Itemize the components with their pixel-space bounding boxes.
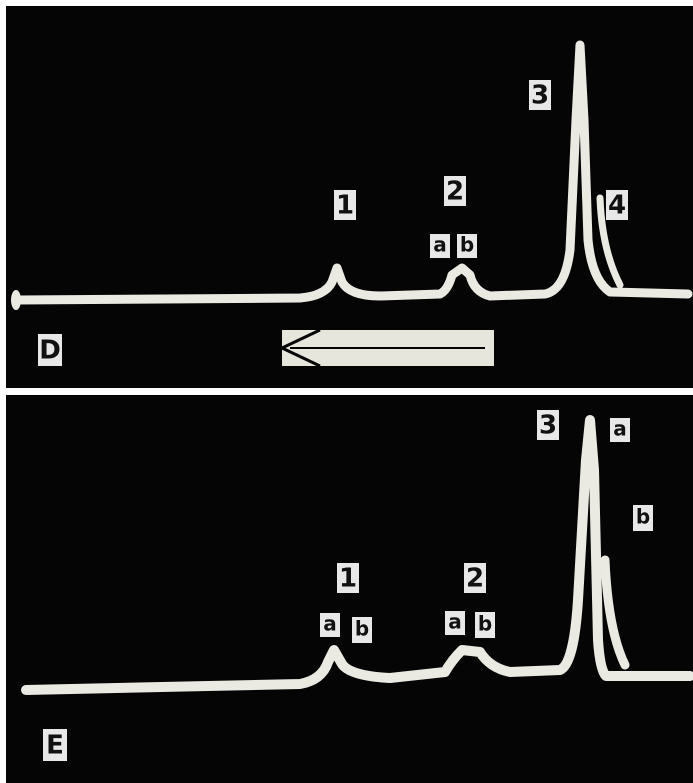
label-box — [606, 190, 628, 220]
peak-label: a — [613, 417, 627, 441]
trace-shoulder — [600, 555, 630, 670]
label-box — [320, 613, 340, 637]
panel-label: D — [39, 336, 61, 366]
panel-e: 1 a b 2 a b 3 a b E — [6, 395, 693, 783]
peak-label: b — [460, 233, 474, 257]
label-box — [337, 563, 359, 593]
label-box — [537, 410, 559, 440]
peak-label: b — [478, 612, 492, 636]
peak-label: 3 — [531, 81, 549, 111]
peak-label: 1 — [339, 564, 357, 594]
trace — [21, 415, 693, 695]
label-box — [334, 190, 356, 220]
label-box — [464, 563, 486, 593]
direction-arrow-head — [278, 328, 321, 368]
label-box — [529, 80, 551, 110]
label-box — [444, 176, 466, 206]
label-box — [352, 617, 372, 643]
label-box — [430, 234, 450, 258]
trace-origin — [11, 290, 21, 310]
peak-label: a — [433, 233, 447, 257]
panel-d: 1 2 a b 3 4 D — [6, 6, 693, 388]
trace-shoulder — [596, 194, 624, 289]
peak-label: a — [448, 610, 462, 634]
peak-label: 4 — [608, 191, 626, 221]
label-box — [610, 418, 630, 442]
panel-label: E — [46, 731, 64, 761]
peak-label: b — [355, 617, 369, 641]
peak-label: 2 — [466, 564, 484, 594]
peak-label: 1 — [336, 191, 354, 221]
label-box — [475, 612, 495, 638]
label-box — [43, 729, 67, 761]
label-box — [445, 611, 465, 635]
label-box — [38, 334, 62, 366]
peak-label: 3 — [539, 411, 557, 441]
trace — [13, 40, 693, 305]
label-box — [633, 505, 653, 531]
peak-label: 2 — [446, 177, 464, 207]
peak-label: a — [323, 612, 337, 636]
label-box — [457, 234, 477, 258]
peak-label: b — [636, 505, 650, 529]
